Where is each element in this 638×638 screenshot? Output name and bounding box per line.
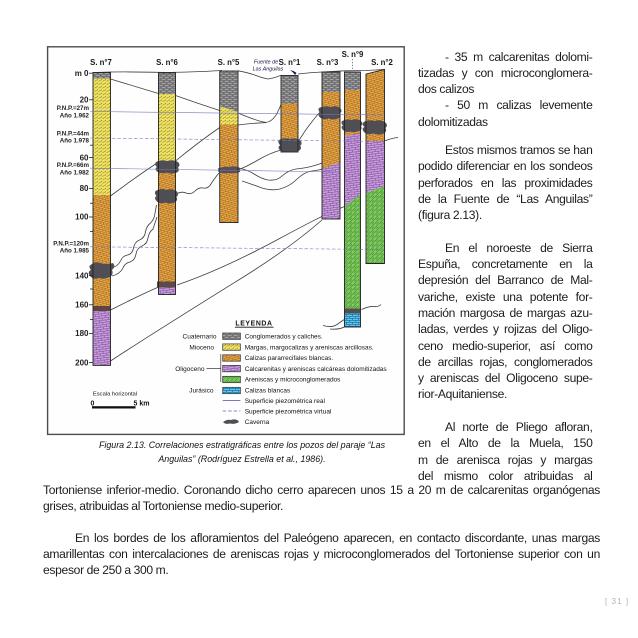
svg-text:P.N.P.=44m: P.N.P.=44m (57, 130, 90, 137)
svg-text:LEYENDA: LEYENDA (235, 320, 272, 327)
svg-text:Areniscas y microconglomerados: Areniscas y microconglomerados (245, 377, 341, 384)
svg-text:Caverna: Caverna (245, 419, 270, 426)
svg-text:0: 0 (91, 400, 95, 407)
svg-text:Calizas pararrecifales blancas: Calizas pararrecifales blancas. (245, 355, 334, 362)
svg-text:P.N.P.=66m: P.N.P.=66m (57, 162, 90, 169)
svg-text:Fuente de: Fuente de (254, 60, 278, 66)
svg-text:160: 160 (75, 301, 89, 310)
svg-text:Margas, margocalizas y arenisc: Margas, margocalizas y areniscas arcillo… (245, 344, 374, 351)
svg-text:200: 200 (75, 358, 89, 367)
svg-text:P.N.P.=120m: P.N.P.=120m (53, 241, 89, 248)
svg-text:Oligoceno: Oligoceno (175, 366, 205, 373)
svg-text:S. n°3: S. n°3 (317, 58, 339, 67)
svg-text:60: 60 (80, 153, 89, 162)
svg-text:Año 1.982: Año 1.982 (60, 169, 90, 176)
svg-text:Año 1.978: Año 1.978 (60, 138, 90, 145)
svg-text:180: 180 (75, 329, 89, 338)
svg-text:S. n°2: S. n°2 (371, 58, 393, 67)
svg-text:Cuaternario: Cuaternario (183, 333, 217, 340)
svg-text:Mioceno: Mioceno (189, 344, 214, 351)
svg-text:Año 1.962: Año 1.962 (60, 112, 90, 119)
svg-text:Calcarenitas y areniscas calcá: Calcarenitas y areniscas calcáreas dolom… (245, 366, 388, 373)
svg-text:Escala horizontal: Escala horizontal (93, 392, 137, 398)
svg-text:Las Anguilas: Las Anguilas (253, 67, 284, 73)
svg-text:S. n°1: S. n°1 (279, 58, 301, 67)
svg-text:100: 100 (75, 213, 89, 222)
svg-text:Año 1.985: Año 1.985 (60, 247, 90, 254)
svg-text:S. n°7: S. n°7 (90, 58, 112, 67)
svg-text:Calizas blancas: Calizas blancas (245, 388, 291, 395)
svg-text:20: 20 (80, 96, 89, 105)
svg-text:5 km: 5 km (134, 400, 150, 407)
svg-text:140: 140 (75, 271, 89, 280)
svg-text:Superficie piezométrica real: Superficie piezométrica real (245, 398, 326, 405)
svg-text:Jurásico: Jurásico (189, 388, 214, 395)
svg-text:P.N.P.=27m: P.N.P.=27m (57, 105, 90, 112)
svg-text:Conglomerados y caliches.: Conglomerados y caliches. (245, 333, 323, 340)
svg-text:S. n°9: S. n°9 (342, 50, 364, 59)
svg-text:Superficie piezométrica virtua: Superficie piezométrica virtual (245, 408, 332, 415)
svg-text:m 0: m 0 (75, 69, 89, 78)
svg-text:80: 80 (80, 184, 89, 193)
svg-text:S. n°6: S. n°6 (156, 58, 178, 67)
svg-text:S. n°5: S. n°5 (218, 58, 240, 67)
